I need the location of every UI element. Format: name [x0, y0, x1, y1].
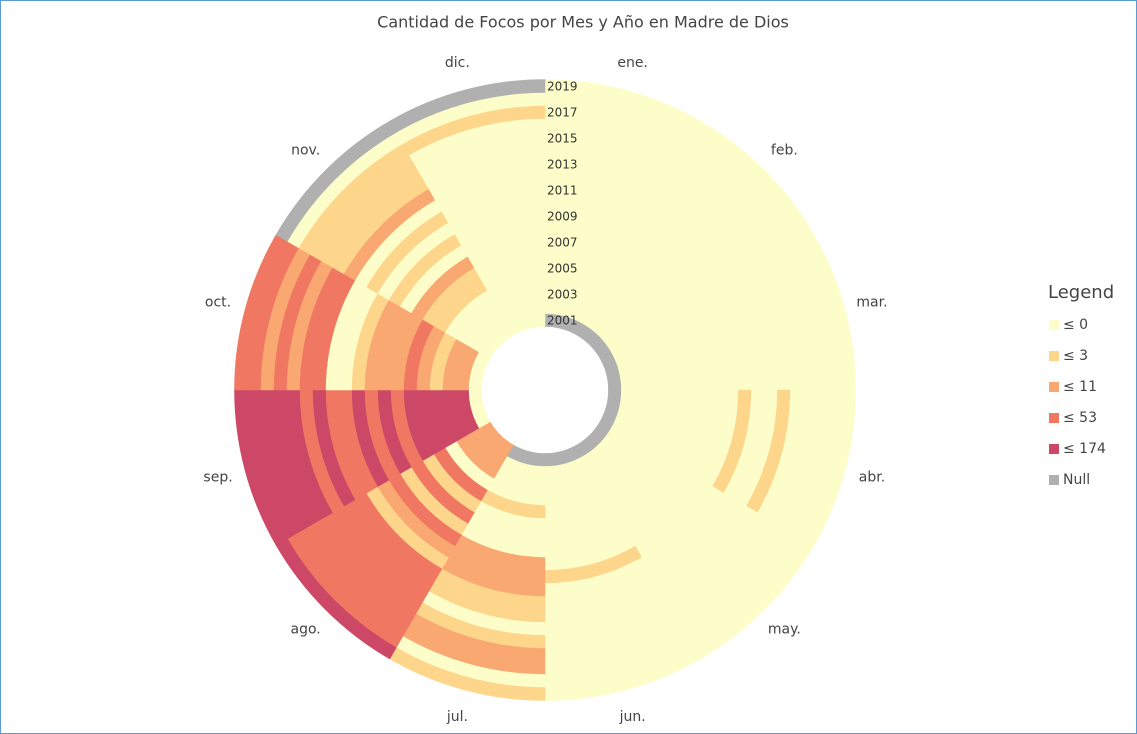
year-label: 2011 [547, 184, 578, 198]
legend-swatch [1049, 475, 1059, 485]
year-label: 2017 [547, 106, 578, 120]
month-label: sep. [203, 470, 232, 486]
month-label: nov. [291, 143, 320, 159]
legend-swatch [1049, 382, 1059, 392]
month-label: dic. [445, 55, 470, 71]
legend-swatch [1049, 413, 1059, 423]
year-label: 2009 [547, 210, 578, 224]
legend-swatch [1049, 444, 1059, 454]
year-label: 2003 [547, 288, 578, 302]
year-label: 2007 [547, 236, 578, 250]
month-label: jun. [619, 709, 646, 725]
year-label: 2019 [547, 80, 578, 94]
month-label: abr. [859, 470, 885, 486]
legend-label: ≤ 3 [1063, 348, 1088, 364]
month-label: oct. [205, 294, 231, 310]
legend-label: ≤ 0 [1063, 317, 1088, 333]
year-label: 2005 [547, 262, 578, 276]
cells [234, 79, 856, 701]
chart-title: Cantidad de Focos por Mes y Año en Madre… [377, 13, 789, 32]
year-label: 2015 [547, 132, 578, 146]
month-label: ago. [291, 621, 321, 637]
legend-swatch [1049, 320, 1059, 330]
legend-label: ≤ 53 [1063, 410, 1097, 426]
legend-label: Null [1063, 472, 1090, 488]
cell [389, 79, 546, 133]
legend-title: Legend [1048, 282, 1114, 303]
month-label: jul. [446, 709, 468, 725]
legend-label: ≤ 11 [1063, 379, 1097, 395]
year-label: 2013 [547, 158, 578, 172]
year-label: 2001 [547, 314, 578, 328]
labels: ene. feb. mar. abr. may. jun. jul. ago. sep. oct.… [203, 55, 1114, 725]
legend-label: ≤ 174 [1063, 441, 1106, 457]
month-label: may. [768, 621, 801, 637]
month-label: ene. [617, 55, 648, 71]
month-label: mar. [856, 294, 887, 310]
month-label: feb. [771, 143, 798, 159]
legend-swatch [1049, 351, 1059, 361]
